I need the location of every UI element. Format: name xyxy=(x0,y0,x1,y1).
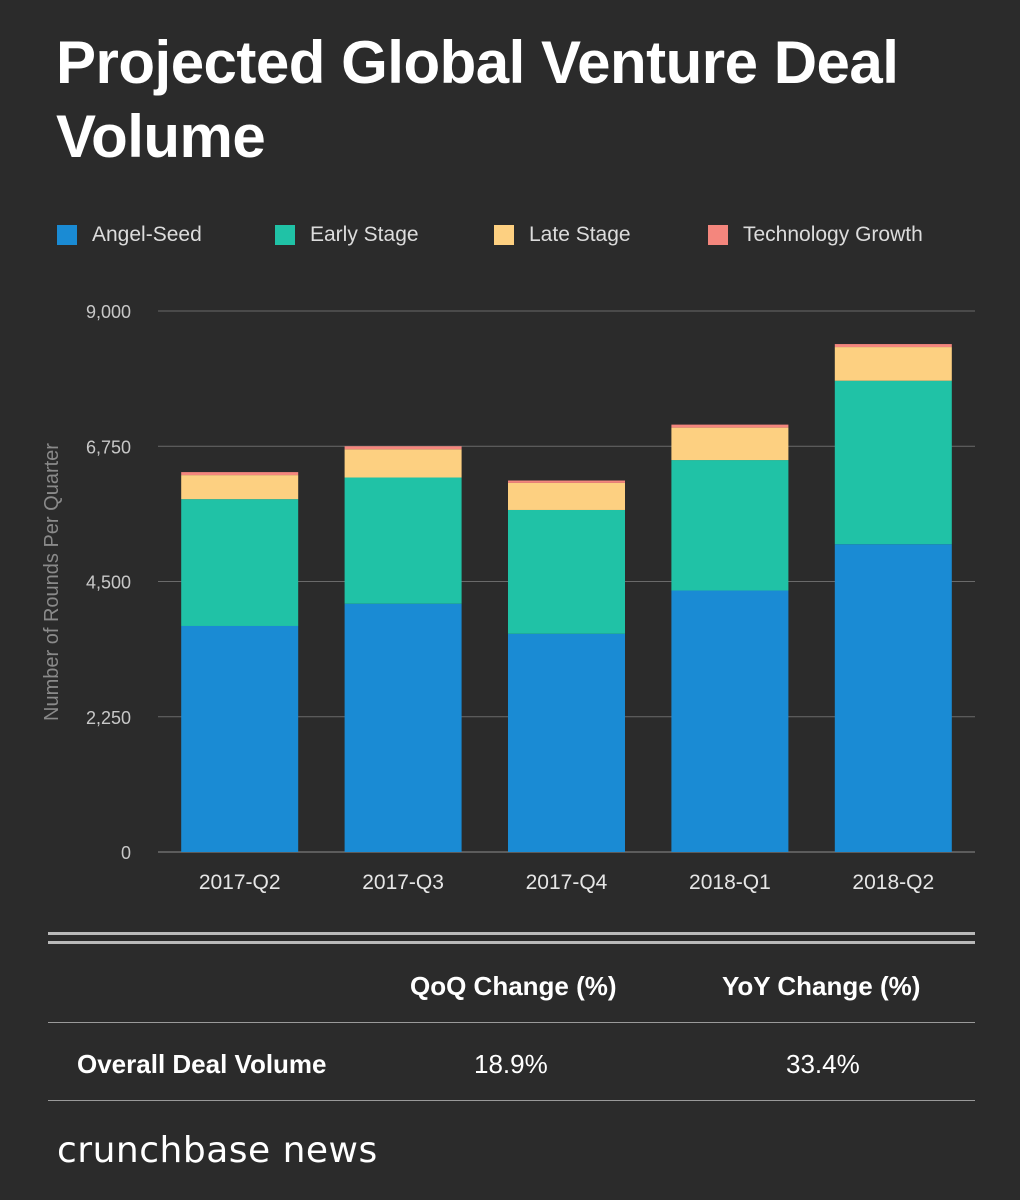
legend-swatch-technology-growth xyxy=(708,225,728,245)
table-rule xyxy=(48,1022,975,1023)
bars xyxy=(181,344,952,852)
legend: Angel-Seed Early Stage Late Stage Techno… xyxy=(57,222,923,248)
x-tick-label: 2018-Q2 xyxy=(852,871,934,894)
table-top-divider xyxy=(48,932,975,935)
x-tick-label: 2017-Q3 xyxy=(362,871,444,894)
bar-segment-angel-seed xyxy=(344,603,462,852)
bar-segment-early-stage xyxy=(344,477,462,604)
bar-segment-early-stage xyxy=(671,460,789,591)
bar-segment-angel-seed xyxy=(181,625,299,852)
y-axis-label: Number of Rounds Per Quarter xyxy=(41,443,63,721)
table-top-divider-2 xyxy=(48,941,975,944)
table-bottom-rule xyxy=(48,1100,975,1101)
y-tick-label: 4,500 xyxy=(86,573,131,593)
chart-title: Projected Global Venture Deal Volume xyxy=(56,29,899,170)
x-tick-label: 2017-Q2 xyxy=(199,871,281,894)
bar-segment-late-stage xyxy=(671,427,789,461)
qoq-value: 18.9% xyxy=(474,1049,548,1079)
header-qoq: QoQ Change (%) xyxy=(410,971,617,1001)
bar-segment-late-stage xyxy=(181,475,299,500)
table-header-row: QoQ Change (%) YoY Change (%) xyxy=(48,960,975,1020)
stacked-bar-chart: 0 2,250 4,500 6,750 9,000 Number of Rounds P… xyxy=(41,302,975,894)
bar-segment-technology-growth xyxy=(344,446,462,450)
row-label: Overall Deal Volume xyxy=(77,1049,327,1079)
header-yoy: YoY Change (%) xyxy=(722,971,921,1001)
legend-item-angel-seed: Angel-Seed xyxy=(57,223,275,247)
bar-segment-angel-seed xyxy=(834,544,952,852)
y-tick-label: 6,750 xyxy=(86,437,131,457)
y-axis-ticks: 0 2,250 4,500 6,750 9,000 xyxy=(86,302,131,863)
bar-segment-technology-growth xyxy=(671,424,789,428)
bar-segment-angel-seed xyxy=(671,590,789,852)
bar-segment-technology-growth xyxy=(181,472,299,476)
y-tick-label: 0 xyxy=(121,843,131,863)
y-tick-label: 9,000 xyxy=(86,302,131,322)
legend-label-early-stage: Early Stage xyxy=(310,223,419,246)
legend-label-late-stage: Late Stage xyxy=(529,223,631,246)
legend-label-angel-seed: Angel-Seed xyxy=(92,223,202,246)
legend-swatch-early-stage xyxy=(275,225,295,245)
legend-item-early-stage: Early Stage xyxy=(275,223,494,247)
bar-segment-late-stage xyxy=(344,449,462,478)
table-row: Overall Deal Volume 18.9% 33.4% xyxy=(48,1038,975,1094)
bar-segment-technology-growth xyxy=(834,344,952,348)
bar-segment-early-stage xyxy=(181,499,299,626)
y-tick-label: 2,250 xyxy=(86,708,131,728)
yoy-value: 33.4% xyxy=(786,1049,860,1079)
bar-segment-early-stage xyxy=(508,509,625,634)
x-axis-labels: 2017-Q2 2017-Q3 2017-Q4 2018-Q1 2018-Q2 xyxy=(199,871,934,894)
legend-label-technology-growth: Technology Growth xyxy=(743,223,923,246)
bar-segment-late-stage xyxy=(834,347,952,381)
bar-segment-angel-seed xyxy=(508,633,625,852)
bar-segment-late-stage xyxy=(508,482,625,510)
legend-item-technology-growth: Technology Growth xyxy=(708,223,923,247)
x-tick-label: 2017-Q4 xyxy=(526,871,608,894)
legend-swatch-late-stage xyxy=(494,225,514,245)
legend-item-late-stage: Late Stage xyxy=(494,223,708,247)
x-tick-label: 2018-Q1 xyxy=(689,871,771,894)
crunchbase-news-logo: crunchbase news xyxy=(57,1130,378,1171)
bar-segment-early-stage xyxy=(834,380,952,545)
legend-swatch-angel-seed xyxy=(57,225,77,245)
bar-segment-technology-growth xyxy=(508,480,625,483)
